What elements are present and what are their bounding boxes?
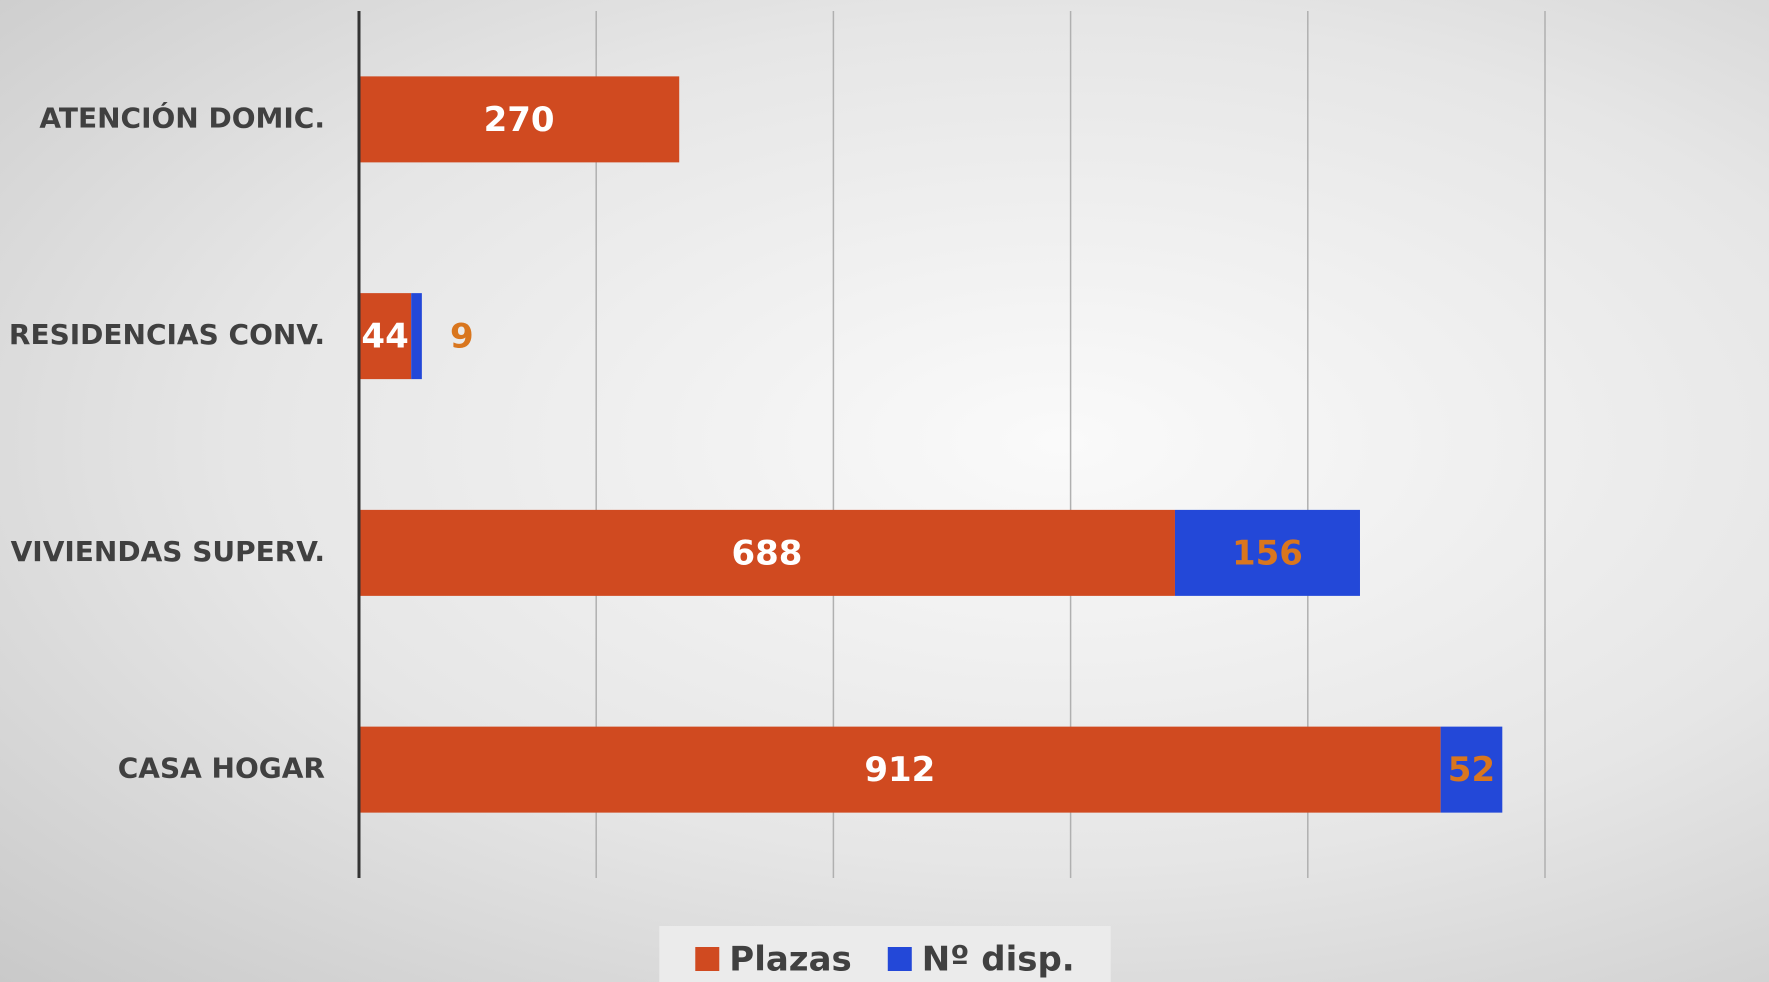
bar-segment (359, 293, 412, 380)
category-label: RESIDENCIAS CONV. (9, 318, 325, 351)
legend-swatch (887, 947, 912, 971)
data-label: 52 (1448, 750, 1495, 790)
category-label: CASA HOGAR (118, 752, 325, 785)
category-label: ATENCIÓN DOMIC. (39, 100, 325, 134)
bar-segment (359, 509, 1175, 596)
data-label: 912 (864, 750, 935, 790)
legend-label: Nº disp. (922, 940, 1075, 980)
data-label: 688 (731, 533, 802, 573)
legend-label: Plazas (729, 940, 852, 980)
legend-box (659, 926, 1111, 982)
bar-segment (359, 76, 680, 163)
data-label: 270 (484, 100, 555, 140)
legend: Plazas Nº disp. (659, 926, 1111, 982)
bar-segment (411, 293, 422, 380)
data-label: 156 (1232, 533, 1303, 573)
data-label: 9 (450, 317, 474, 357)
data-label: 44 (361, 317, 408, 357)
bar-segment (1174, 509, 1360, 596)
legend-swatch (695, 947, 720, 971)
bar-segment (359, 726, 1441, 813)
category-label: VIVIENDAS SUPERV. (11, 535, 325, 568)
bar-segment (1440, 726, 1503, 813)
